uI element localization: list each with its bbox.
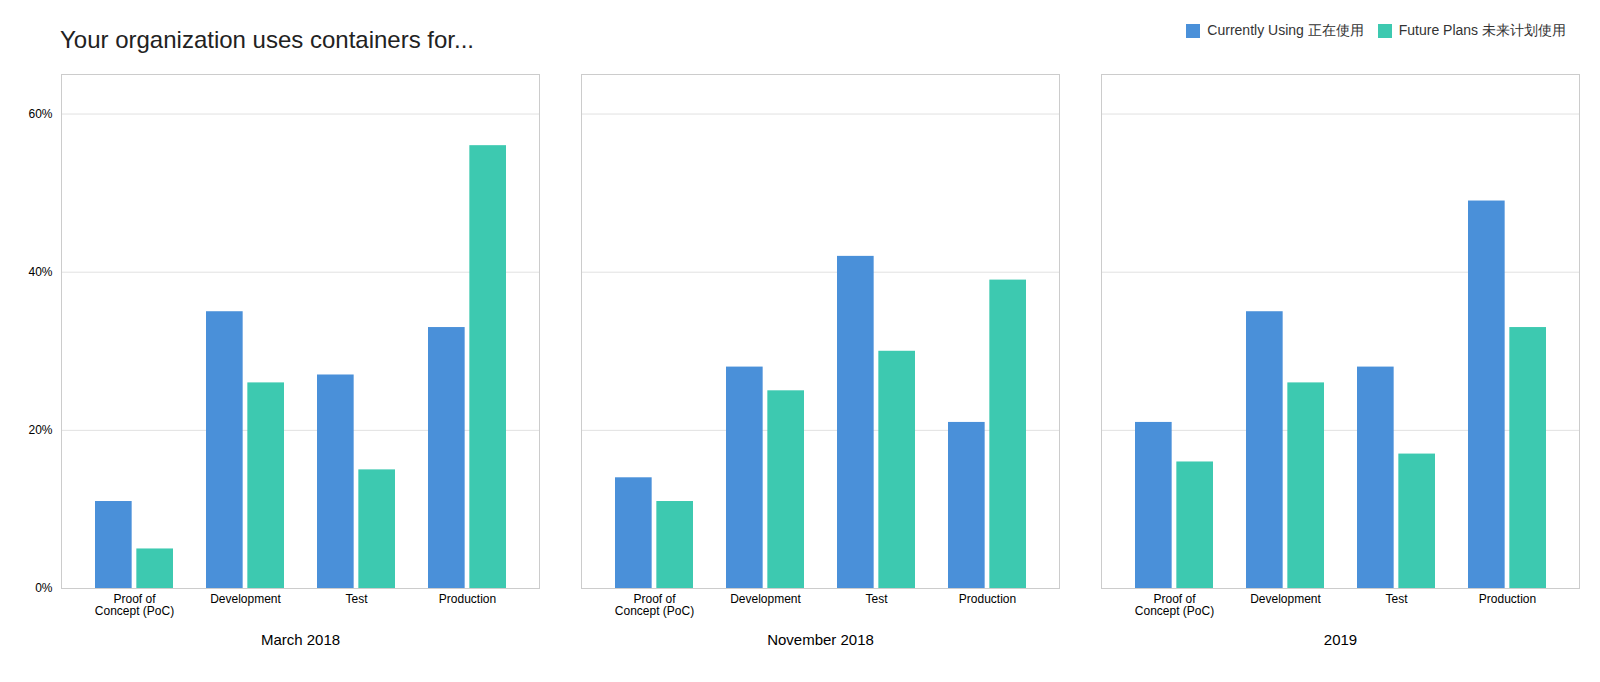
svg-text:March 2018: March 2018	[261, 631, 340, 648]
svg-text:Production: Production	[439, 592, 496, 606]
svg-text:0%: 0%	[35, 581, 53, 595]
svg-text:November 2018: November 2018	[767, 631, 874, 648]
svg-text:Test: Test	[345, 592, 368, 606]
html-text:Your organization uses contain: Your organization uses containers for...	[60, 26, 474, 53]
svg-text:Test: Test	[1385, 592, 1408, 606]
svg-text:Development: Development	[730, 592, 801, 606]
svg-text:Proof ofConcept (PoC): Proof ofConcept (PoC)	[95, 592, 174, 618]
svg-text:Proof ofConcept (PoC): Proof ofConcept (PoC)	[615, 592, 694, 618]
svg-text:60%: 60%	[28, 107, 52, 121]
html-text:Currently Using 正在使用: Currently Using 正在使用	[1207, 21, 1364, 38]
svg-text:Production: Production	[1479, 592, 1536, 606]
html-text:Future Plans 未来计划使用: Future Plans 未来计划使用	[1398, 21, 1566, 38]
svg-text:20%: 20%	[28, 423, 52, 437]
svg-text:Production: Production	[959, 592, 1016, 606]
svg-text:Development: Development	[1250, 592, 1321, 606]
svg-text:2019: 2019	[1324, 631, 1357, 648]
svg-text:Test: Test	[865, 592, 888, 606]
svg-text:40%: 40%	[28, 265, 52, 279]
svg-text:Proof ofConcept (PoC): Proof ofConcept (PoC)	[1135, 592, 1214, 618]
svg-text:Development: Development	[210, 592, 281, 606]
